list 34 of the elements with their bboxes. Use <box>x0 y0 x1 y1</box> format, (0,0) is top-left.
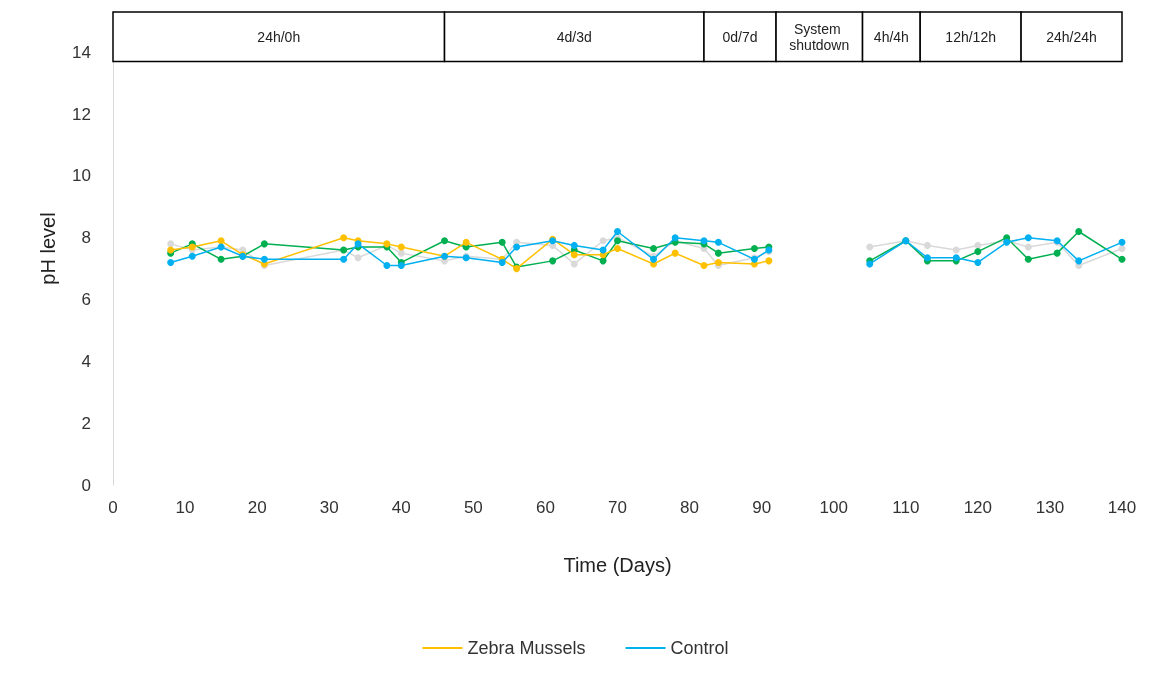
x-tick-label: 70 <box>608 498 627 517</box>
band-label: 24h/24h <box>1046 28 1097 45</box>
x-tick-label: 30 <box>319 498 339 517</box>
band-label: 4h/4h <box>873 28 909 45</box>
x-tick-label: 90 <box>752 498 772 517</box>
x-tick-label: 80 <box>680 498 700 517</box>
x-tick-label: 140 <box>1107 498 1137 517</box>
x-tick-label: 130 <box>1035 498 1065 517</box>
band-label: 4d/3d <box>556 28 592 45</box>
y-tick-label: 2 <box>81 413 91 433</box>
band-label: System shutdown <box>789 20 850 53</box>
band-label: 0d/7d <box>722 28 758 45</box>
y-tick-label: 4 <box>81 351 91 371</box>
x-tick-label: 10 <box>175 498 195 517</box>
y-tick-label: 6 <box>81 290 91 310</box>
y-tick-label: 14 <box>72 42 91 62</box>
x-tick-label: 20 <box>247 498 267 517</box>
y-tick-label: 0 <box>81 475 91 495</box>
y-tick-label: 8 <box>81 228 91 248</box>
x-tick-label: 50 <box>463 498 483 517</box>
x-tick-label: 60 <box>535 498 555 517</box>
x-tick-label: 40 <box>391 498 411 517</box>
legend-label: Zebra Mussels <box>467 638 586 658</box>
legend-label: Control <box>670 638 729 658</box>
y-axis-title: pH level <box>37 212 59 285</box>
x-axis-title: Time (Days) <box>563 554 672 576</box>
x-tick-label: 120 <box>963 498 993 517</box>
band-label: 24h/0h <box>257 28 301 45</box>
x-tick-label: 0 <box>108 498 118 517</box>
band-label: 12h/12h <box>945 28 996 45</box>
x-tick-label: 110 <box>892 498 920 517</box>
x-tick-label: 100 <box>819 498 848 517</box>
y-tick-label: 10 <box>72 166 91 186</box>
y-tick-label: 12 <box>72 104 91 124</box>
